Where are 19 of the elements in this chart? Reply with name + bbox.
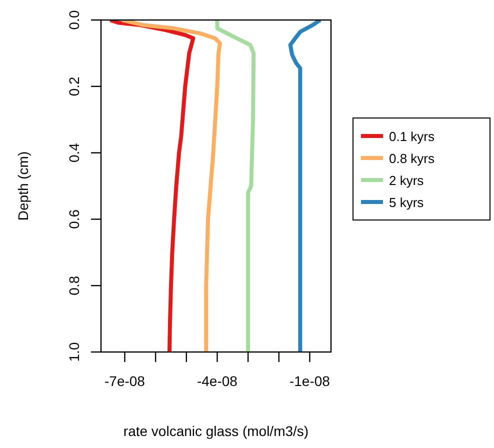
y-tick-label: 0.4 — [66, 142, 82, 163]
y-tick-label: 0.8 — [66, 276, 82, 296]
y-tick-label: 0.0 — [66, 10, 82, 30]
line-series — [120, 20, 222, 352]
y-axis-title: Depth (cm) — [15, 151, 31, 221]
x-tick-label: -4e-08 — [197, 373, 238, 389]
y-tick-label: 0.6 — [66, 209, 82, 229]
y-tick-label: 0.2 — [66, 76, 82, 96]
legend-label: 5 kyrs — [389, 195, 424, 210]
y-tick-label: 1.0 — [66, 342, 82, 362]
x-tick-label: -1e-08 — [289, 373, 330, 389]
line-series — [288, 20, 322, 352]
legend-label: 2 kyrs — [389, 173, 424, 188]
x-axis-title: rate volcanic glass (mol/m3/s) — [123, 423, 309, 439]
x-tick-label: -7e-08 — [104, 373, 146, 389]
legend-label: 0.1 kyrs — [389, 129, 436, 144]
legend-label: 0.8 kyrs — [389, 151, 436, 166]
line-series — [215, 20, 256, 352]
line-series — [108, 20, 196, 352]
